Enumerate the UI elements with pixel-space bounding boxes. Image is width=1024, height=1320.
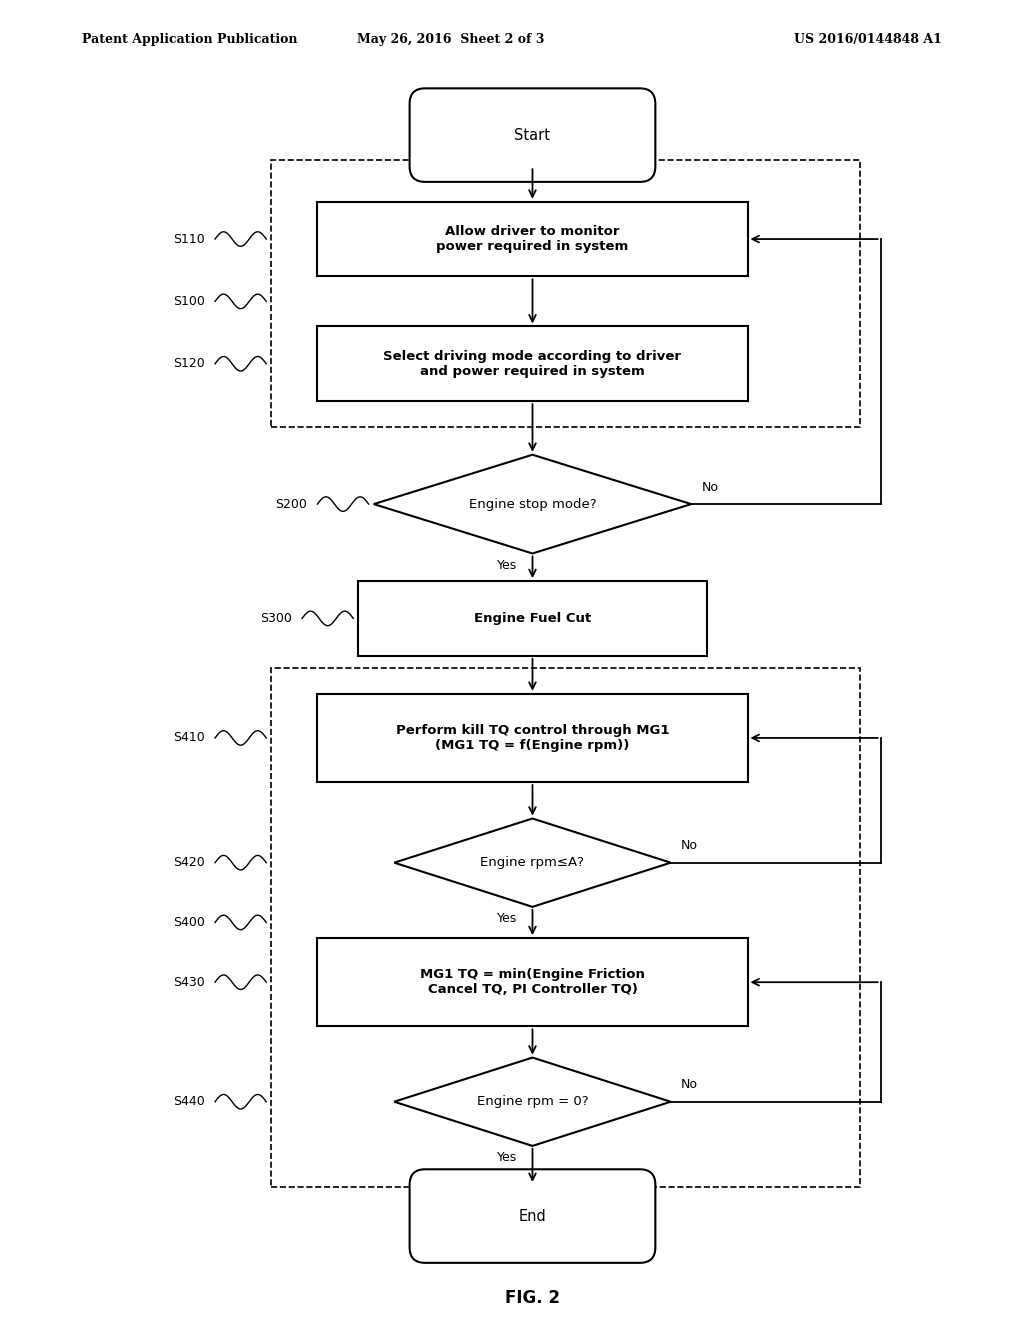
Text: S300: S300 <box>260 612 292 624</box>
Text: No: No <box>681 840 698 853</box>
FancyBboxPatch shape <box>358 581 707 656</box>
Text: FIG. 2: FIG. 2 <box>505 1288 560 1307</box>
Text: No: No <box>701 480 719 494</box>
Text: Yes: Yes <box>497 912 517 925</box>
Text: S420: S420 <box>173 857 205 869</box>
Text: S410: S410 <box>173 731 205 744</box>
Text: End: End <box>518 1209 547 1224</box>
Text: Start: Start <box>514 128 551 143</box>
Text: S110: S110 <box>173 232 205 246</box>
Text: Engine Fuel Cut: Engine Fuel Cut <box>474 612 591 624</box>
FancyBboxPatch shape <box>410 88 655 182</box>
Text: S430: S430 <box>173 975 205 989</box>
FancyBboxPatch shape <box>410 1170 655 1263</box>
Text: US 2016/0144848 A1: US 2016/0144848 A1 <box>795 33 942 46</box>
Text: Patent Application Publication: Patent Application Publication <box>82 33 297 46</box>
Text: S100: S100 <box>173 294 205 308</box>
FancyBboxPatch shape <box>317 694 748 783</box>
Text: MG1 TQ = min(Engine Friction
Cancel TQ, PI Controller TQ): MG1 TQ = min(Engine Friction Cancel TQ, … <box>420 968 645 997</box>
Text: S440: S440 <box>173 1096 205 1109</box>
FancyBboxPatch shape <box>317 202 748 276</box>
Text: Select driving mode according to driver
and power required in system: Select driving mode according to driver … <box>383 350 682 378</box>
Text: May 26, 2016  Sheet 2 of 3: May 26, 2016 Sheet 2 of 3 <box>357 33 544 46</box>
Text: S120: S120 <box>173 358 205 371</box>
Text: S200: S200 <box>275 498 307 511</box>
Text: Engine rpm = 0?: Engine rpm = 0? <box>476 1096 589 1109</box>
Text: Yes: Yes <box>497 1151 517 1164</box>
Text: S400: S400 <box>173 916 205 929</box>
Polygon shape <box>374 454 691 553</box>
Polygon shape <box>394 818 671 907</box>
FancyBboxPatch shape <box>317 326 748 401</box>
Text: Yes: Yes <box>497 558 517 572</box>
Text: Engine stop mode?: Engine stop mode? <box>469 498 596 511</box>
Text: Engine rpm≤A?: Engine rpm≤A? <box>480 857 585 869</box>
FancyBboxPatch shape <box>317 939 748 1027</box>
Polygon shape <box>394 1057 671 1146</box>
Text: No: No <box>681 1078 698 1092</box>
Text: Allow driver to monitor
power required in system: Allow driver to monitor power required i… <box>436 224 629 253</box>
Text: Perform kill TQ control through MG1
(MG1 TQ = f(Engine rpm)): Perform kill TQ control through MG1 (MG1… <box>395 723 670 752</box>
